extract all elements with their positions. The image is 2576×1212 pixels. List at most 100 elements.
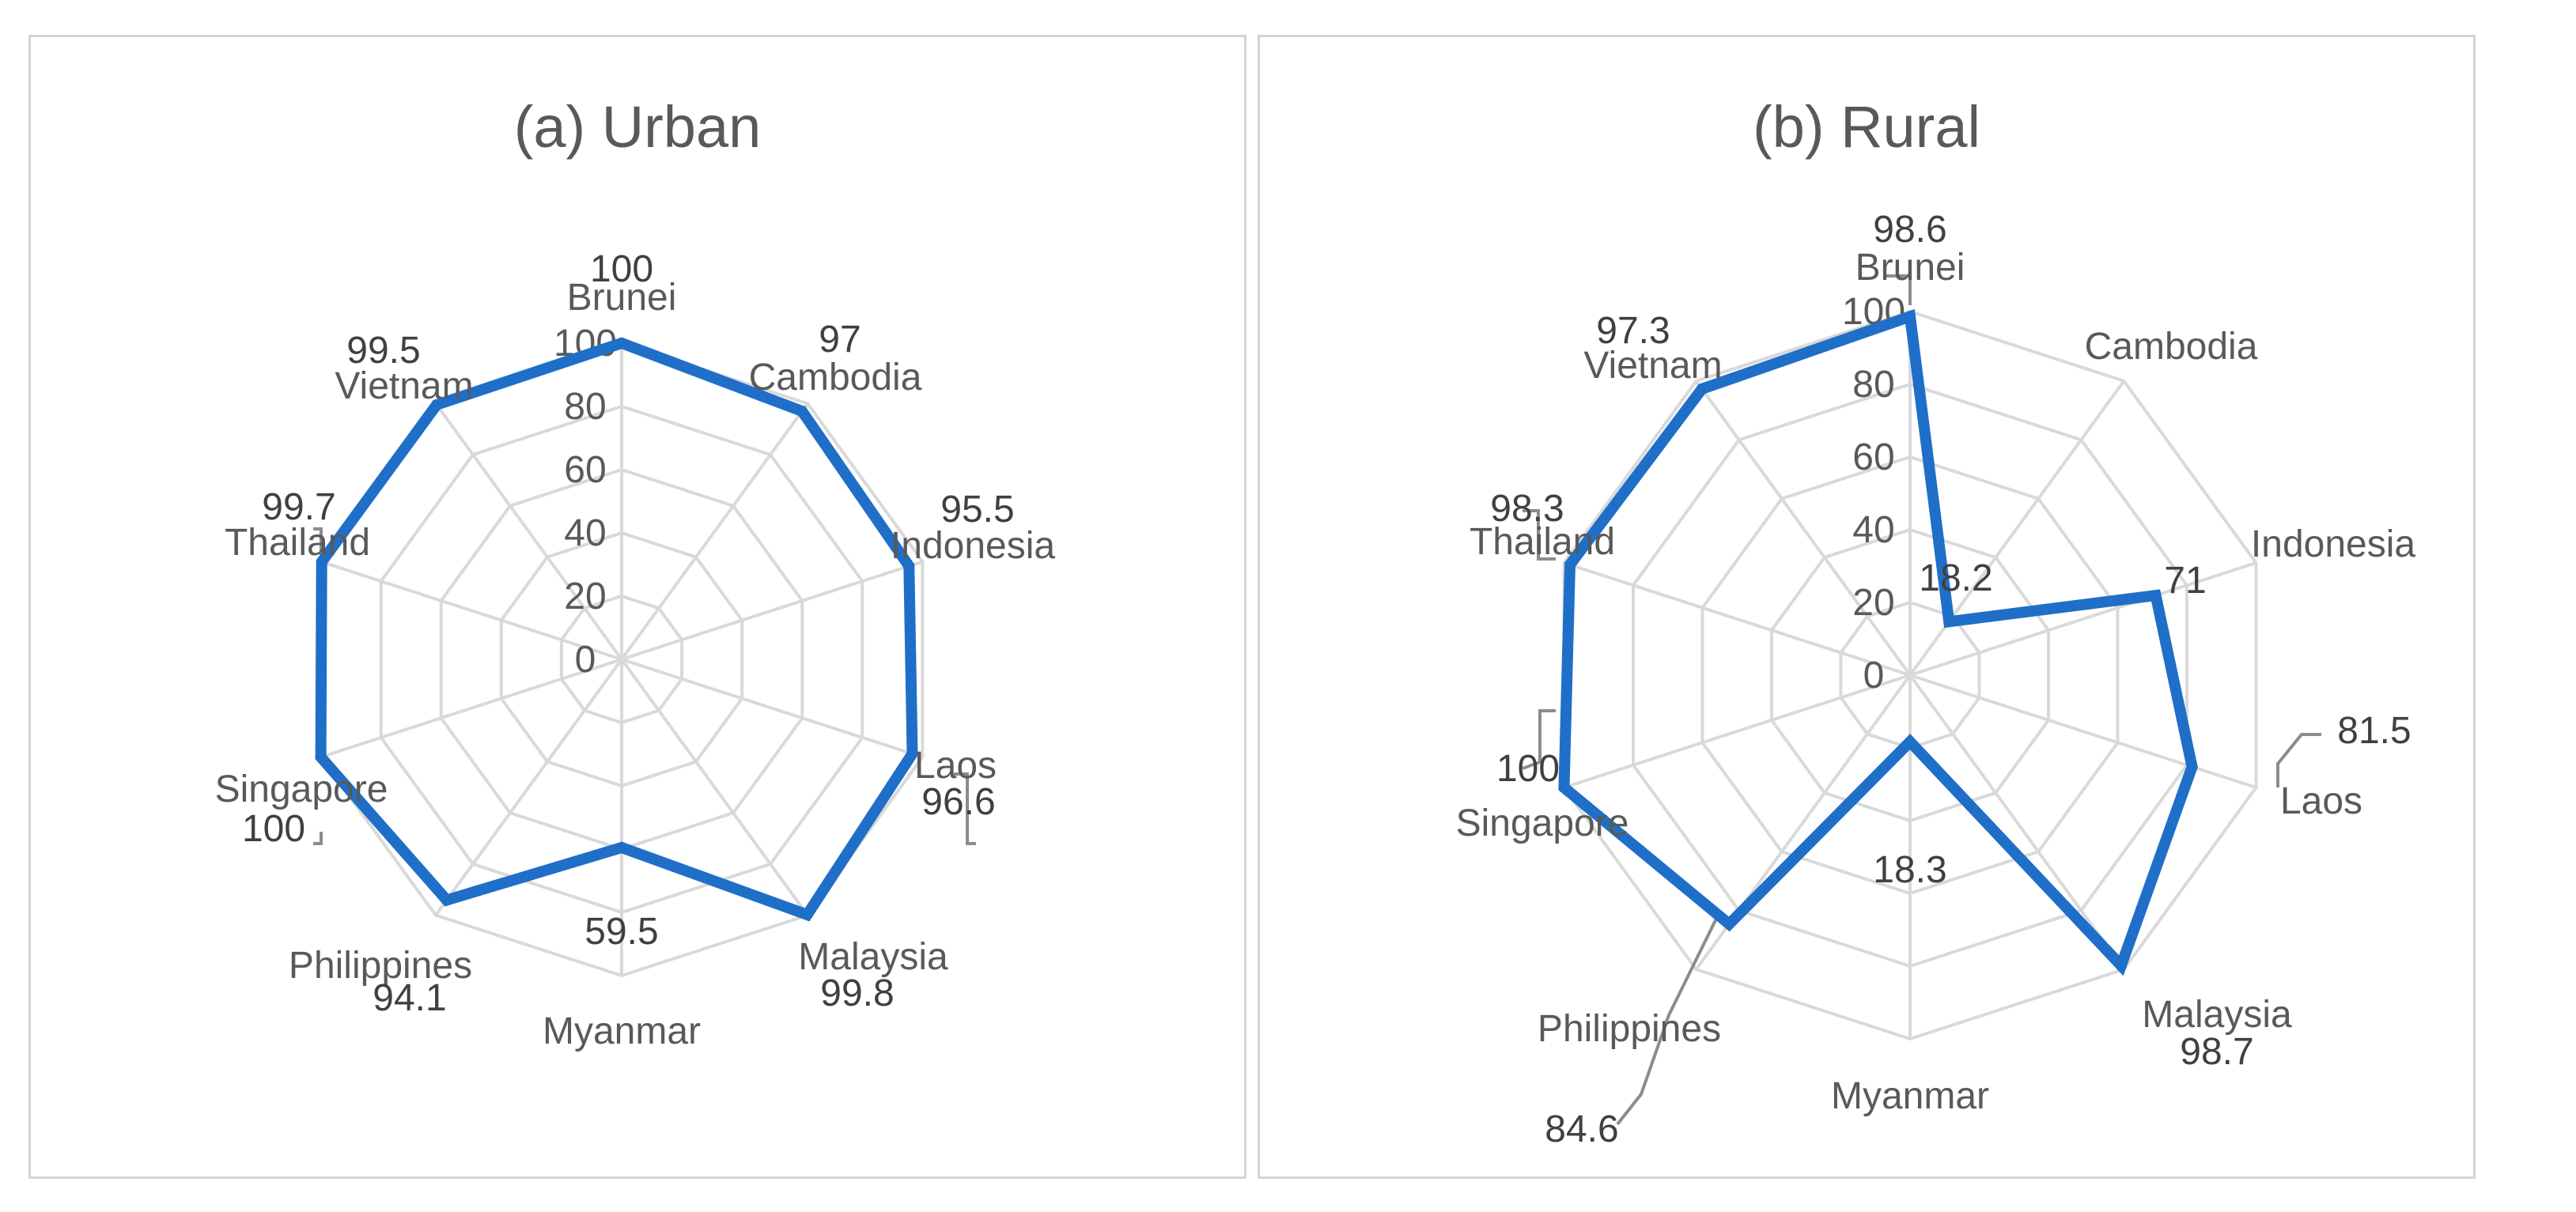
urban-category-label-brunei: Brunei xyxy=(567,277,677,319)
urban-data-label-singapore: 100 xyxy=(242,808,305,850)
rural-radial-tick-label: 20 xyxy=(1852,582,1894,624)
rural-radial-tick-label: 0 xyxy=(1863,655,1885,697)
urban-data-point-laos xyxy=(906,748,918,760)
urban-data-label-vietnam: 99.5 xyxy=(346,330,420,372)
rural-leader-line-3 xyxy=(1616,918,1718,1126)
rural-data-point-laos xyxy=(2186,761,2198,772)
urban-category-label-cambodia: Cambodia xyxy=(749,357,922,398)
urban-category-label-myanmar: Myanmar xyxy=(543,1010,701,1052)
rural-category-label-vietnam: Vietnam xyxy=(1583,345,1722,387)
rural-data-point-singapore xyxy=(1558,782,1570,794)
rural-spoke-vietnam xyxy=(1694,379,1912,677)
rural-data-label-singapore: 100 xyxy=(1496,748,1560,790)
urban-data-label-myanmar: 59.5 xyxy=(584,911,658,953)
rural-category-label-brunei: Brunei xyxy=(1855,247,1965,289)
urban-data-point-indonesia xyxy=(903,561,915,572)
urban-spoke-laos xyxy=(621,658,924,759)
urban-category-label-indonesia: Indonesia xyxy=(891,525,1055,567)
urban-panel-border xyxy=(28,35,1246,1179)
rural-spoke-laos xyxy=(1909,674,2257,790)
urban-leader-line-1 xyxy=(954,772,976,845)
rural-data-point-philippines xyxy=(1723,918,1735,930)
urban-data-label-cambodia: 97 xyxy=(819,319,861,361)
rural-radial-tick-label: 40 xyxy=(1852,509,1894,551)
rural-data-point-myanmar xyxy=(1905,736,1916,748)
rural-data-point-malaysia xyxy=(2115,960,2127,972)
urban-category-label-philippines: Philippines xyxy=(289,945,472,987)
rural-category-label-philippines: Philippines xyxy=(1538,1008,1721,1050)
urban-data-label-malaysia: 99.8 xyxy=(820,972,894,1014)
rural-category-label-myanmar: Myanmar xyxy=(1831,1075,1989,1117)
rural-category-label-singapore: Singapore xyxy=(1456,802,1629,844)
rural-spoke-malaysia xyxy=(1908,674,2126,971)
rural-data-point-vietnam xyxy=(1696,383,1708,395)
urban-leader-line-2 xyxy=(313,832,323,845)
rural-spoke-thailand xyxy=(1563,561,1911,677)
rural-data-label-brunei: 98.6 xyxy=(1873,209,1946,251)
urban-category-label-singapore: Singapore xyxy=(215,768,388,810)
rural-category-label-indonesia: Indonesia xyxy=(2251,523,2415,565)
rural-data-label-vietnam: 97.3 xyxy=(1596,310,1670,352)
rural-data-point-thailand xyxy=(1564,559,1575,571)
urban-category-label-vietnam: Vietnam xyxy=(335,365,473,407)
urban-data-label-brunei: 100 xyxy=(590,248,653,290)
urban-radial-tick-label: 40 xyxy=(564,512,606,554)
rural-leader-line-1 xyxy=(1886,274,1912,305)
rural-data-point-cambodia xyxy=(1943,616,1955,628)
rural-data-label-cambodia: 18.2 xyxy=(1919,557,1992,599)
urban-data-label-thailand: 99.7 xyxy=(262,486,335,528)
rural-leader-line-4 xyxy=(1522,709,1556,770)
rural-data-point-indonesia xyxy=(2150,590,2162,602)
rural-panel-border xyxy=(1258,35,2476,1179)
urban-chart-title: (a) Urban xyxy=(514,94,762,160)
rural-radial-tick-label: 60 xyxy=(1852,436,1894,478)
rural-category-label-thailand: Thailand xyxy=(1470,521,1615,563)
urban-radar-panel: (a) Urban 0 20 40 60 80 100 Brunei Cambodia Indo… xyxy=(28,35,1246,1179)
urban-data-label-indonesia: 95.5 xyxy=(940,489,1014,530)
urban-data-point-thailand xyxy=(316,556,327,568)
urban-spoke-singapore xyxy=(320,658,622,759)
urban-spoke-cambodia xyxy=(620,402,809,661)
rural-radar-panel: (b) Rural 0 20 40 60 80 100 Brunei Cambodia Indo… xyxy=(1258,35,2476,1179)
rural-data-label-malaysia: 98.7 xyxy=(2180,1031,2253,1073)
urban-data-point-brunei xyxy=(616,338,627,349)
rural-data-label-indonesia: 71 xyxy=(2164,560,2206,602)
urban-spoke-thailand xyxy=(320,560,622,661)
urban-data-point-philippines xyxy=(441,894,452,906)
urban-category-label-malaysia: Malaysia xyxy=(798,936,948,978)
urban-radial-tick-label: 0 xyxy=(575,639,596,681)
urban-series-line xyxy=(315,337,918,922)
rural-radar-chart: (b) Rural 0 20 40 60 80 100 Brunei Cambodia Indo… xyxy=(1456,94,2416,1150)
rural-data-label-philippines: 84.6 xyxy=(1545,1108,1618,1150)
urban-data-label-philippines: 94.1 xyxy=(373,977,446,1019)
urban-data-label-laos: 96.6 xyxy=(921,781,995,823)
rural-data-point-brunei xyxy=(1905,311,1916,323)
urban-data-point-vietnam xyxy=(431,399,443,410)
urban-data-point-singapore xyxy=(315,751,327,763)
urban-radial-tick-label: 80 xyxy=(564,386,606,428)
urban-category-label-laos: Laos xyxy=(914,745,997,787)
rural-spoke-singapore xyxy=(1563,674,1911,790)
urban-radial-tick-label: 60 xyxy=(564,449,606,491)
rural-leader-line-5 xyxy=(1523,509,1556,561)
rural-chart-title: (b) Rural xyxy=(1753,94,1980,160)
rural-data-label-thailand: 98.3 xyxy=(1490,488,1564,530)
urban-category-label-thailand: Thailand xyxy=(225,522,370,564)
urban-spoke-indonesia xyxy=(621,560,924,661)
rural-category-label-malaysia: Malaysia xyxy=(2142,994,2292,1036)
rural-leader-line-2 xyxy=(2276,733,2321,787)
urban-spoke-malaysia xyxy=(620,658,809,916)
rural-category-label-laos: Laos xyxy=(2280,780,2362,822)
rural-data-label-laos: 81.5 xyxy=(2337,710,2411,752)
urban-data-point-malaysia xyxy=(801,909,813,920)
rural-category-label-cambodia: Cambodia xyxy=(2085,326,2258,368)
urban-spoke-philippines xyxy=(434,658,623,916)
rural-data-label-myanmar: 18.3 xyxy=(1873,849,1946,891)
urban-data-point-myanmar xyxy=(616,842,627,853)
urban-radar-chart: (a) Urban 020406080100BruneiCambodiaIndo… xyxy=(215,94,1056,1052)
urban-data-point-cambodia xyxy=(796,406,808,417)
urban-radial-tick-label: 20 xyxy=(564,576,606,617)
rural-radial-tick-label: 80 xyxy=(1852,364,1894,406)
rural-spoke-indonesia xyxy=(1909,561,2257,677)
urban-spoke-vietnam xyxy=(434,402,623,661)
